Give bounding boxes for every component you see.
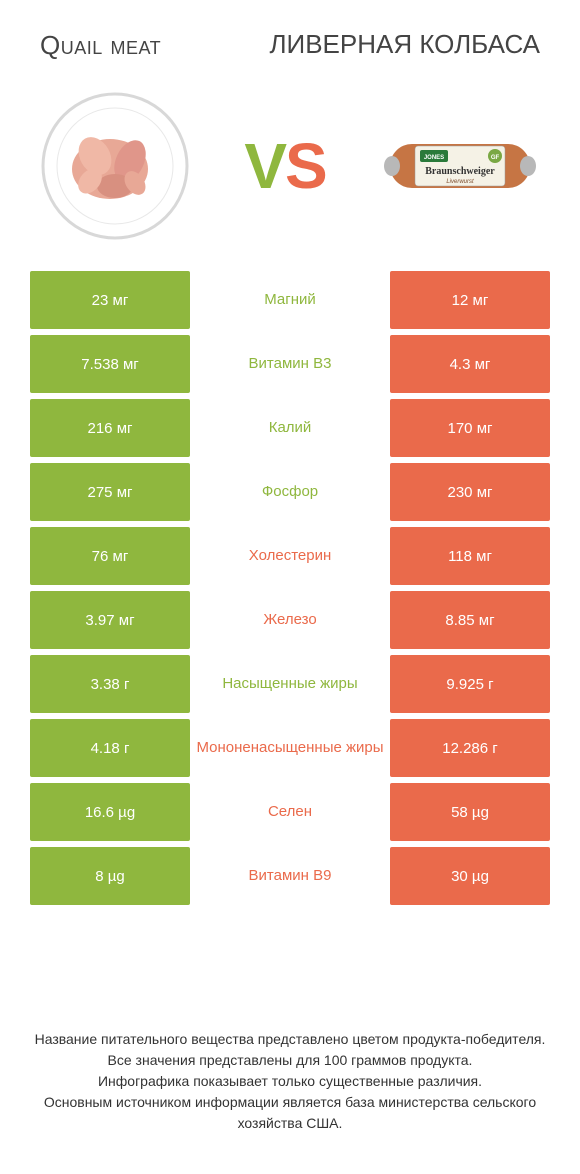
comparison-table: 23 мгМагний12 мг 7.538 мгВитамин B34.3 мг… xyxy=(0,271,580,905)
value-right: 12 мг xyxy=(390,271,550,329)
nutrient-label: Железо xyxy=(190,591,390,649)
value-left: 16.6 µg xyxy=(30,783,190,841)
table-row: 216 мгКалий170 мг xyxy=(30,399,550,457)
nutrient-label: Холестерин xyxy=(190,527,390,585)
footer-notes: Название питательного вещества представл… xyxy=(30,1029,550,1134)
header: Quail meat ЛИВЕРНАЯ КОЛБАСА xyxy=(0,0,580,71)
table-row: 4.18 гМононенасыщенные жиры12.286 г xyxy=(30,719,550,777)
value-right: 12.286 г xyxy=(390,719,550,777)
nutrient-label: Магний xyxy=(190,271,390,329)
table-row: 23 мгМагний12 мг xyxy=(30,271,550,329)
nutrient-label: Мононенасыщенные жиры xyxy=(190,719,390,777)
quail-meat-image xyxy=(40,91,190,241)
value-left: 3.38 г xyxy=(30,655,190,713)
footer-line-1: Название питательного вещества представл… xyxy=(30,1029,550,1050)
value-right: 170 мг xyxy=(390,399,550,457)
value-right: 230 мг xyxy=(390,463,550,521)
value-left: 3.97 мг xyxy=(30,591,190,649)
table-row: 76 мгХолестерин118 мг xyxy=(30,527,550,585)
footer-line-3: Инфографика показывает только существенн… xyxy=(30,1071,550,1092)
nutrient-label: Селен xyxy=(190,783,390,841)
vs-v: V xyxy=(244,130,285,202)
svg-text:JONES: JONES xyxy=(424,155,444,161)
nutrient-label: Насыщенные жиры xyxy=(190,655,390,713)
svg-text:Liverwurst: Liverwurst xyxy=(446,179,474,185)
vs-label: VS xyxy=(244,129,325,203)
value-left: 23 мг xyxy=(30,271,190,329)
title-right: ЛИВЕРНАЯ КОЛБАСА xyxy=(269,30,540,59)
value-right: 118 мг xyxy=(390,527,550,585)
value-left: 7.538 мг xyxy=(30,335,190,393)
value-left: 76 мг xyxy=(30,527,190,585)
table-row: 3.38 гНасыщенные жиры9.925 г xyxy=(30,655,550,713)
footer-line-2: Все значения представлены для 100 граммо… xyxy=(30,1050,550,1071)
svg-text:Braunschweiger: Braunschweiger xyxy=(425,166,495,177)
value-left: 8 µg xyxy=(30,847,190,905)
table-row: 7.538 мгВитамин B34.3 мг xyxy=(30,335,550,393)
value-right: 4.3 мг xyxy=(390,335,550,393)
liverwurst-image: JONES GF Braunschweiger Liverwurst xyxy=(380,126,540,206)
vs-s: S xyxy=(285,130,326,202)
value-left: 275 мг xyxy=(30,463,190,521)
value-right: 58 µg xyxy=(390,783,550,841)
title-left: Quail meat xyxy=(40,30,161,61)
table-row: 275 мгФосфор230 мг xyxy=(30,463,550,521)
images-row: VS JONES GF Braunschweiger Liverwurst xyxy=(0,71,580,271)
nutrient-label: Фосфор xyxy=(190,463,390,521)
nutrient-label: Калий xyxy=(190,399,390,457)
value-left: 216 мг xyxy=(30,399,190,457)
table-row: 3.97 мгЖелезо8.85 мг xyxy=(30,591,550,649)
value-left: 4.18 г xyxy=(30,719,190,777)
nutrient-label: Витамин B9 xyxy=(190,847,390,905)
svg-text:GF: GF xyxy=(491,155,500,161)
value-right: 30 µg xyxy=(390,847,550,905)
table-row: 16.6 µgСелен58 µg xyxy=(30,783,550,841)
value-right: 9.925 г xyxy=(390,655,550,713)
value-right: 8.85 мг xyxy=(390,591,550,649)
footer-line-4: Основным источником информации является … xyxy=(30,1092,550,1134)
nutrient-label: Витамин B3 xyxy=(190,335,390,393)
table-row: 8 µgВитамин B930 µg xyxy=(30,847,550,905)
